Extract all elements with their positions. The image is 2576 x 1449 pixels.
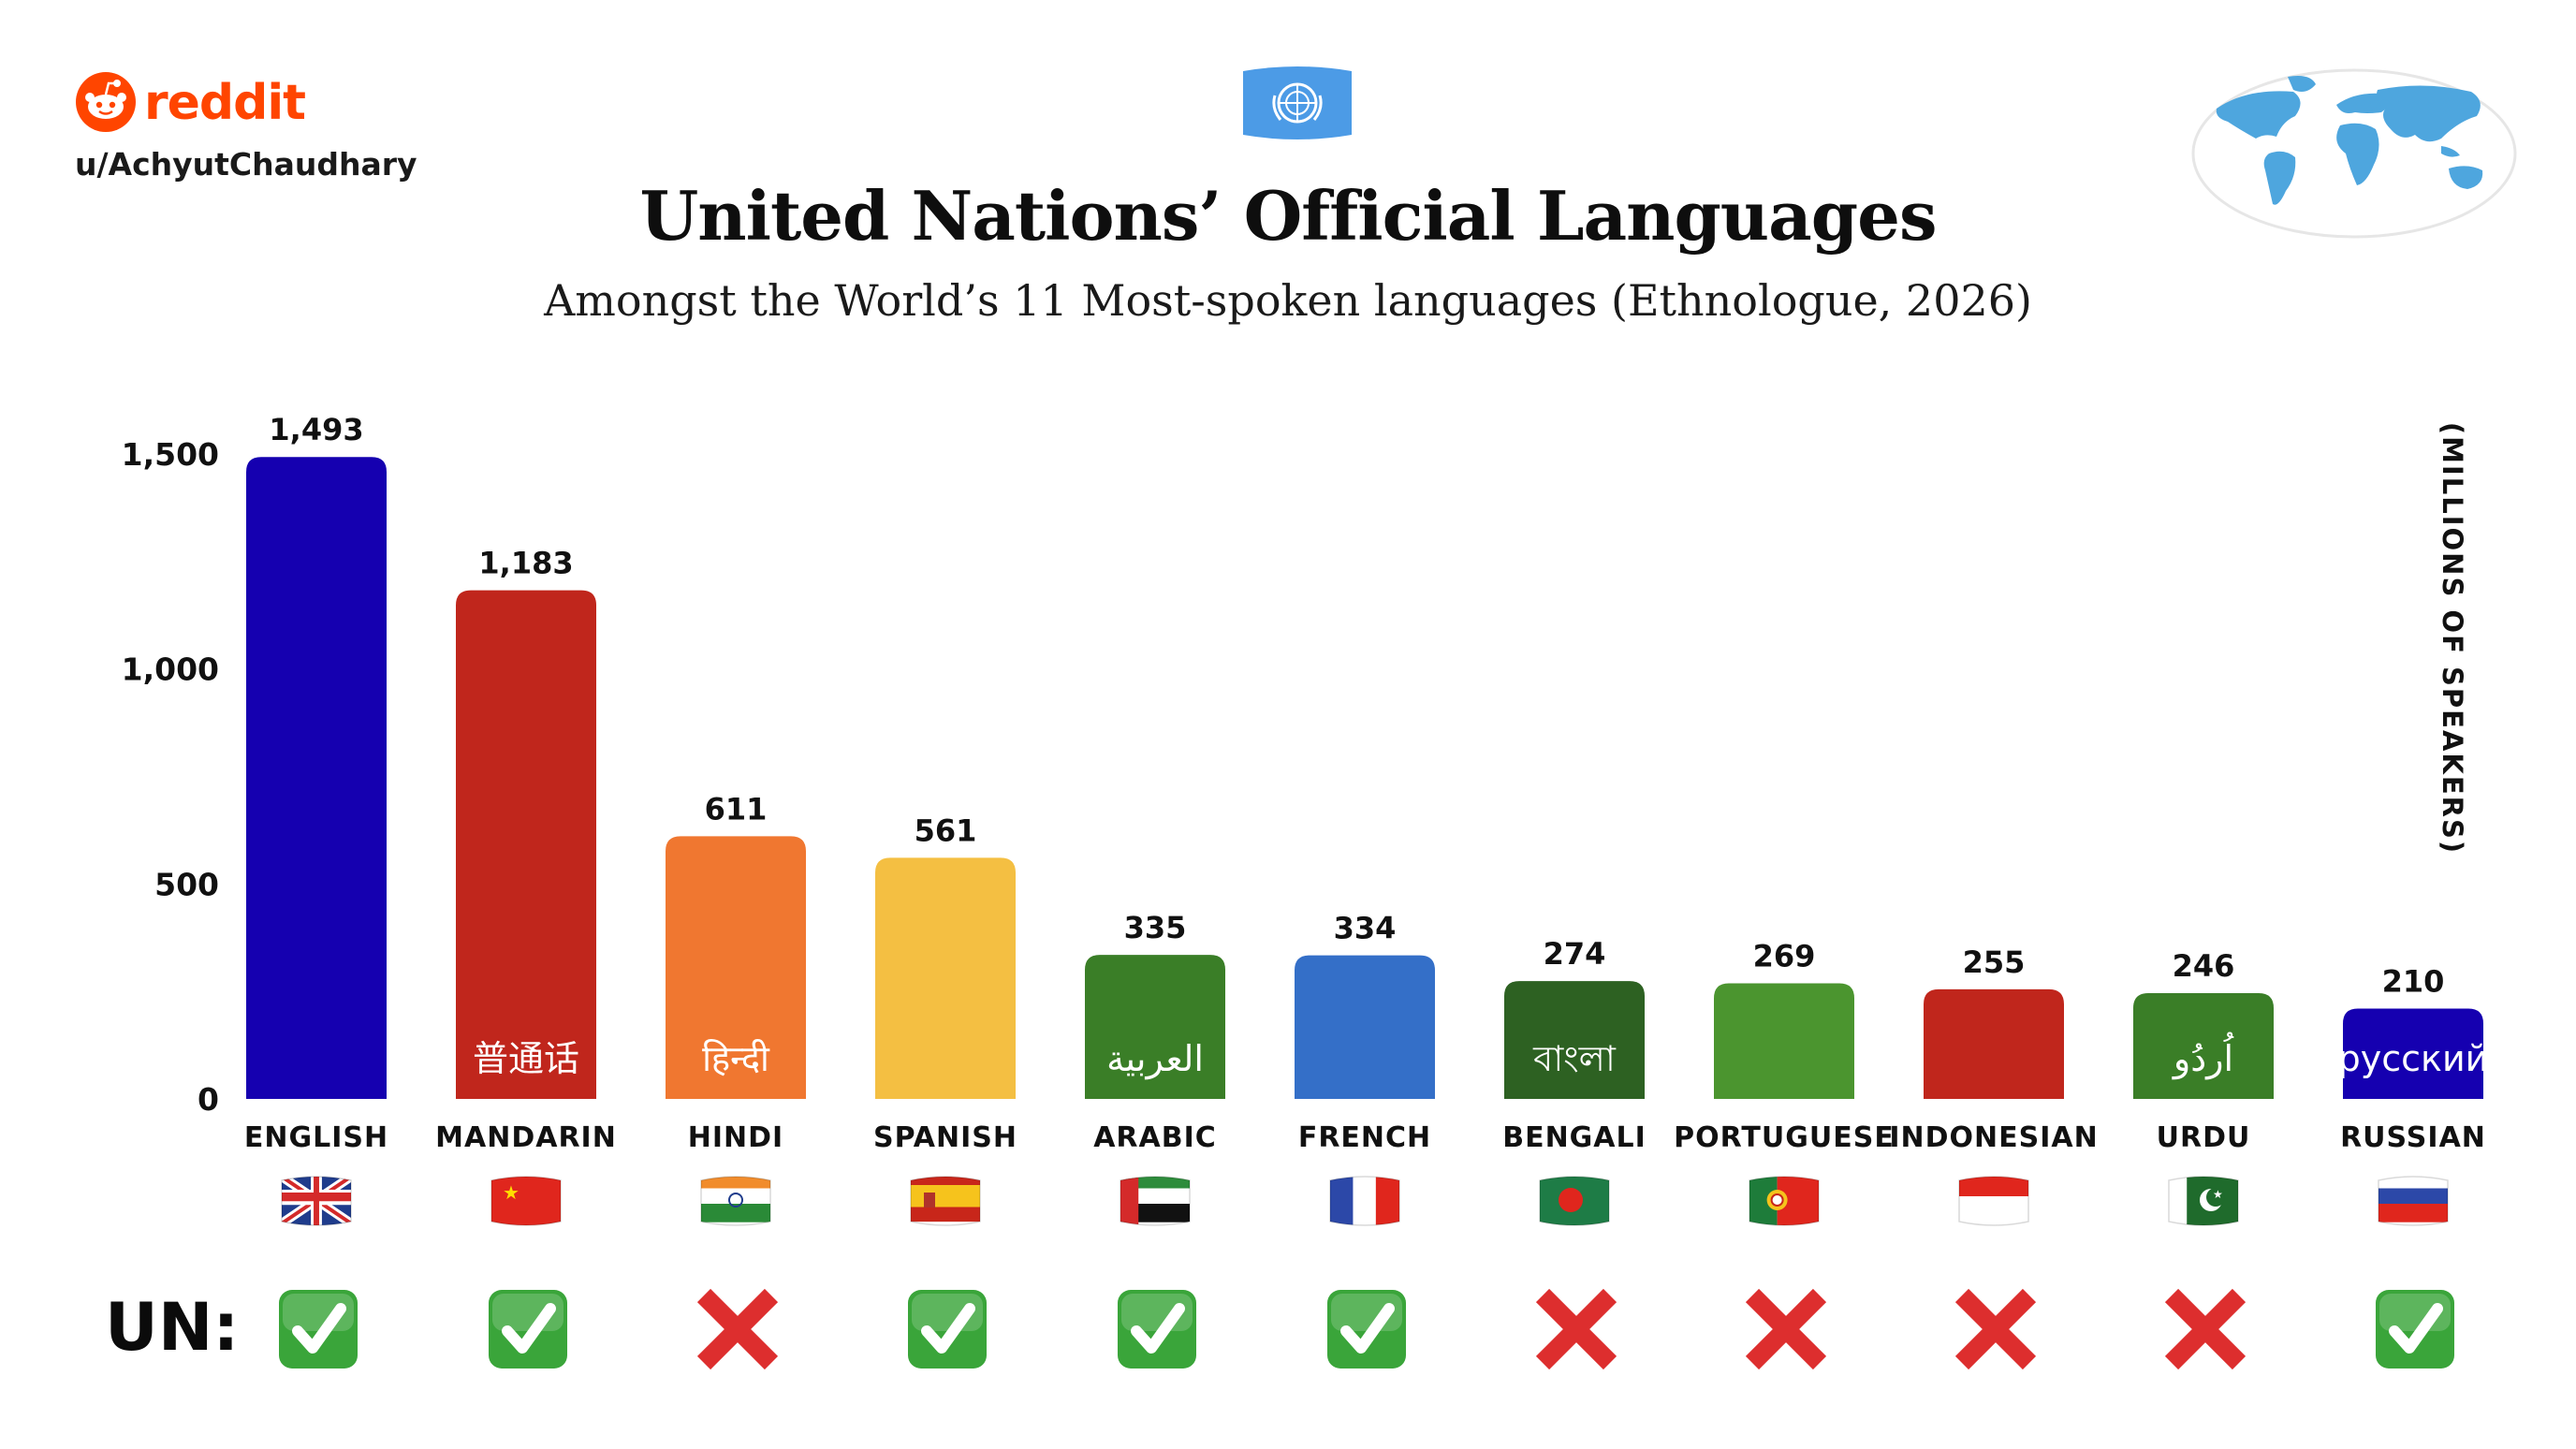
category-label: ARABIC	[1093, 1121, 1217, 1154]
category-label: HINDI	[688, 1121, 783, 1154]
green-check-icon	[489, 1290, 567, 1368]
bar-spanish	[875, 857, 1016, 1099]
y-axis: 0 500 1,000 1,500	[122, 436, 219, 1118]
chart-title: United Nations’ Official Languages	[639, 176, 1937, 256]
france-flag-icon	[1329, 1176, 1400, 1226]
native-name-label: বাংলা	[1532, 1038, 1617, 1079]
category-label: BENGALI	[1502, 1121, 1647, 1154]
un-flag-icon	[1243, 66, 1352, 139]
un-status-row: UN:	[105, 1288, 2454, 1370]
native-name-label: اُردُو	[2172, 1032, 2233, 1080]
reddit-brand-text: reddit	[144, 75, 306, 131]
reddit-logo-icon	[76, 72, 136, 132]
red-x-icon	[1954, 1288, 2037, 1370]
flags-group: ★ ★	[281, 1176, 2449, 1226]
value-label: 255	[1963, 944, 2026, 980]
native-name-label: العربية	[1106, 1038, 1204, 1080]
green-check-icon	[2376, 1290, 2454, 1368]
category-label: URDU	[2157, 1121, 2251, 1154]
bars-group	[246, 457, 2483, 1099]
category-label: INDONESIAN	[1889, 1121, 2098, 1154]
value-label: 561	[915, 812, 977, 848]
red-x-icon	[1535, 1288, 1617, 1370]
value-labels-group: 1,493 1,183 611 561 335 334 274 269 255 246 210	[269, 412, 2444, 999]
category-label: PORTUGUESE	[1674, 1121, 1895, 1154]
value-label: 611	[705, 791, 768, 827]
bar-english	[246, 457, 387, 1099]
indonesia-flag-icon	[1958, 1176, 2029, 1226]
bar-portuguese	[1714, 983, 1854, 1099]
native-name-label: 普通话	[473, 1038, 579, 1079]
red-x-icon	[2164, 1288, 2247, 1370]
spain-flag-icon	[910, 1176, 981, 1226]
value-label: 269	[1753, 938, 1816, 973]
value-label: 334	[1334, 911, 1397, 946]
uk-flag-icon	[281, 1176, 352, 1226]
red-x-icon	[1745, 1288, 1827, 1370]
bar-urdu	[2133, 993, 2274, 1099]
category-label: RUSSIAN	[2340, 1121, 2486, 1154]
russia-flag-icon	[2378, 1176, 2449, 1226]
world-map-icon	[2191, 68, 2517, 239]
value-label: 1,493	[269, 412, 363, 447]
y-tick-label: 0	[198, 1081, 219, 1118]
bar-bengali	[1504, 981, 1645, 1099]
bar-hindi	[666, 836, 806, 1099]
china-flag-icon: ★	[490, 1176, 562, 1226]
green-check-icon	[1327, 1290, 1406, 1368]
category-label: SPANISH	[873, 1121, 1017, 1154]
native-name-label: русский	[2338, 1038, 2489, 1079]
green-check-icon	[908, 1290, 987, 1368]
bar-french	[1295, 955, 1435, 1099]
reddit-credit: reddit u/AchyutChaudhary	[75, 67, 468, 198]
author-username: u/AchyutChaudhary	[75, 146, 417, 183]
category-label: FRENCH	[1298, 1121, 1431, 1154]
pakistan-flag-icon: ★	[2168, 1176, 2239, 1226]
y-tick-label: 1,500	[122, 436, 219, 473]
bar-indonesian	[1924, 988, 2064, 1099]
category-label: ENGLISH	[244, 1121, 388, 1154]
category-label: MANDARIN	[435, 1121, 617, 1154]
un-row-label: UN:	[105, 1289, 239, 1366]
y-tick-label: 1,000	[122, 651, 219, 688]
red-x-icon	[696, 1288, 779, 1370]
value-label: 1,183	[478, 546, 573, 581]
value-label: 246	[2173, 948, 2235, 984]
bar-mandarin	[456, 590, 596, 1099]
value-label: 335	[1124, 910, 1187, 945]
bar-arabic	[1085, 955, 1225, 1099]
svg-text:★: ★	[503, 1181, 520, 1204]
india-flag-icon	[700, 1176, 771, 1226]
bangladesh-flag-icon	[1539, 1176, 1610, 1226]
value-label: 210	[2382, 964, 2445, 1000]
portugal-flag-icon	[1749, 1176, 1820, 1226]
chart-subtitle: Amongst the World’s 11 Most-spoken langu…	[544, 275, 2032, 326]
native-name-label: हिन्दी	[702, 1038, 770, 1079]
svg-text:★: ★	[2213, 1188, 2223, 1201]
category-labels-group: ENGLISH MANDARIN HINDI SPANISH ARABIC FRENCH B…	[244, 1121, 2486, 1154]
bar-russian	[2343, 1008, 2483, 1099]
green-check-icon	[279, 1290, 358, 1368]
uae-flag-icon	[1120, 1176, 1191, 1226]
y-tick-label: 500	[154, 866, 219, 902]
y-axis-label: (MILLIONS OF SPEAKERS)	[2437, 422, 2468, 855]
value-label: 274	[1544, 936, 1606, 972]
native-names-group: 普通话 हिन्दी العربية বাংলা اُردُو русский	[473, 1032, 2488, 1080]
green-check-icon	[1118, 1290, 1196, 1368]
